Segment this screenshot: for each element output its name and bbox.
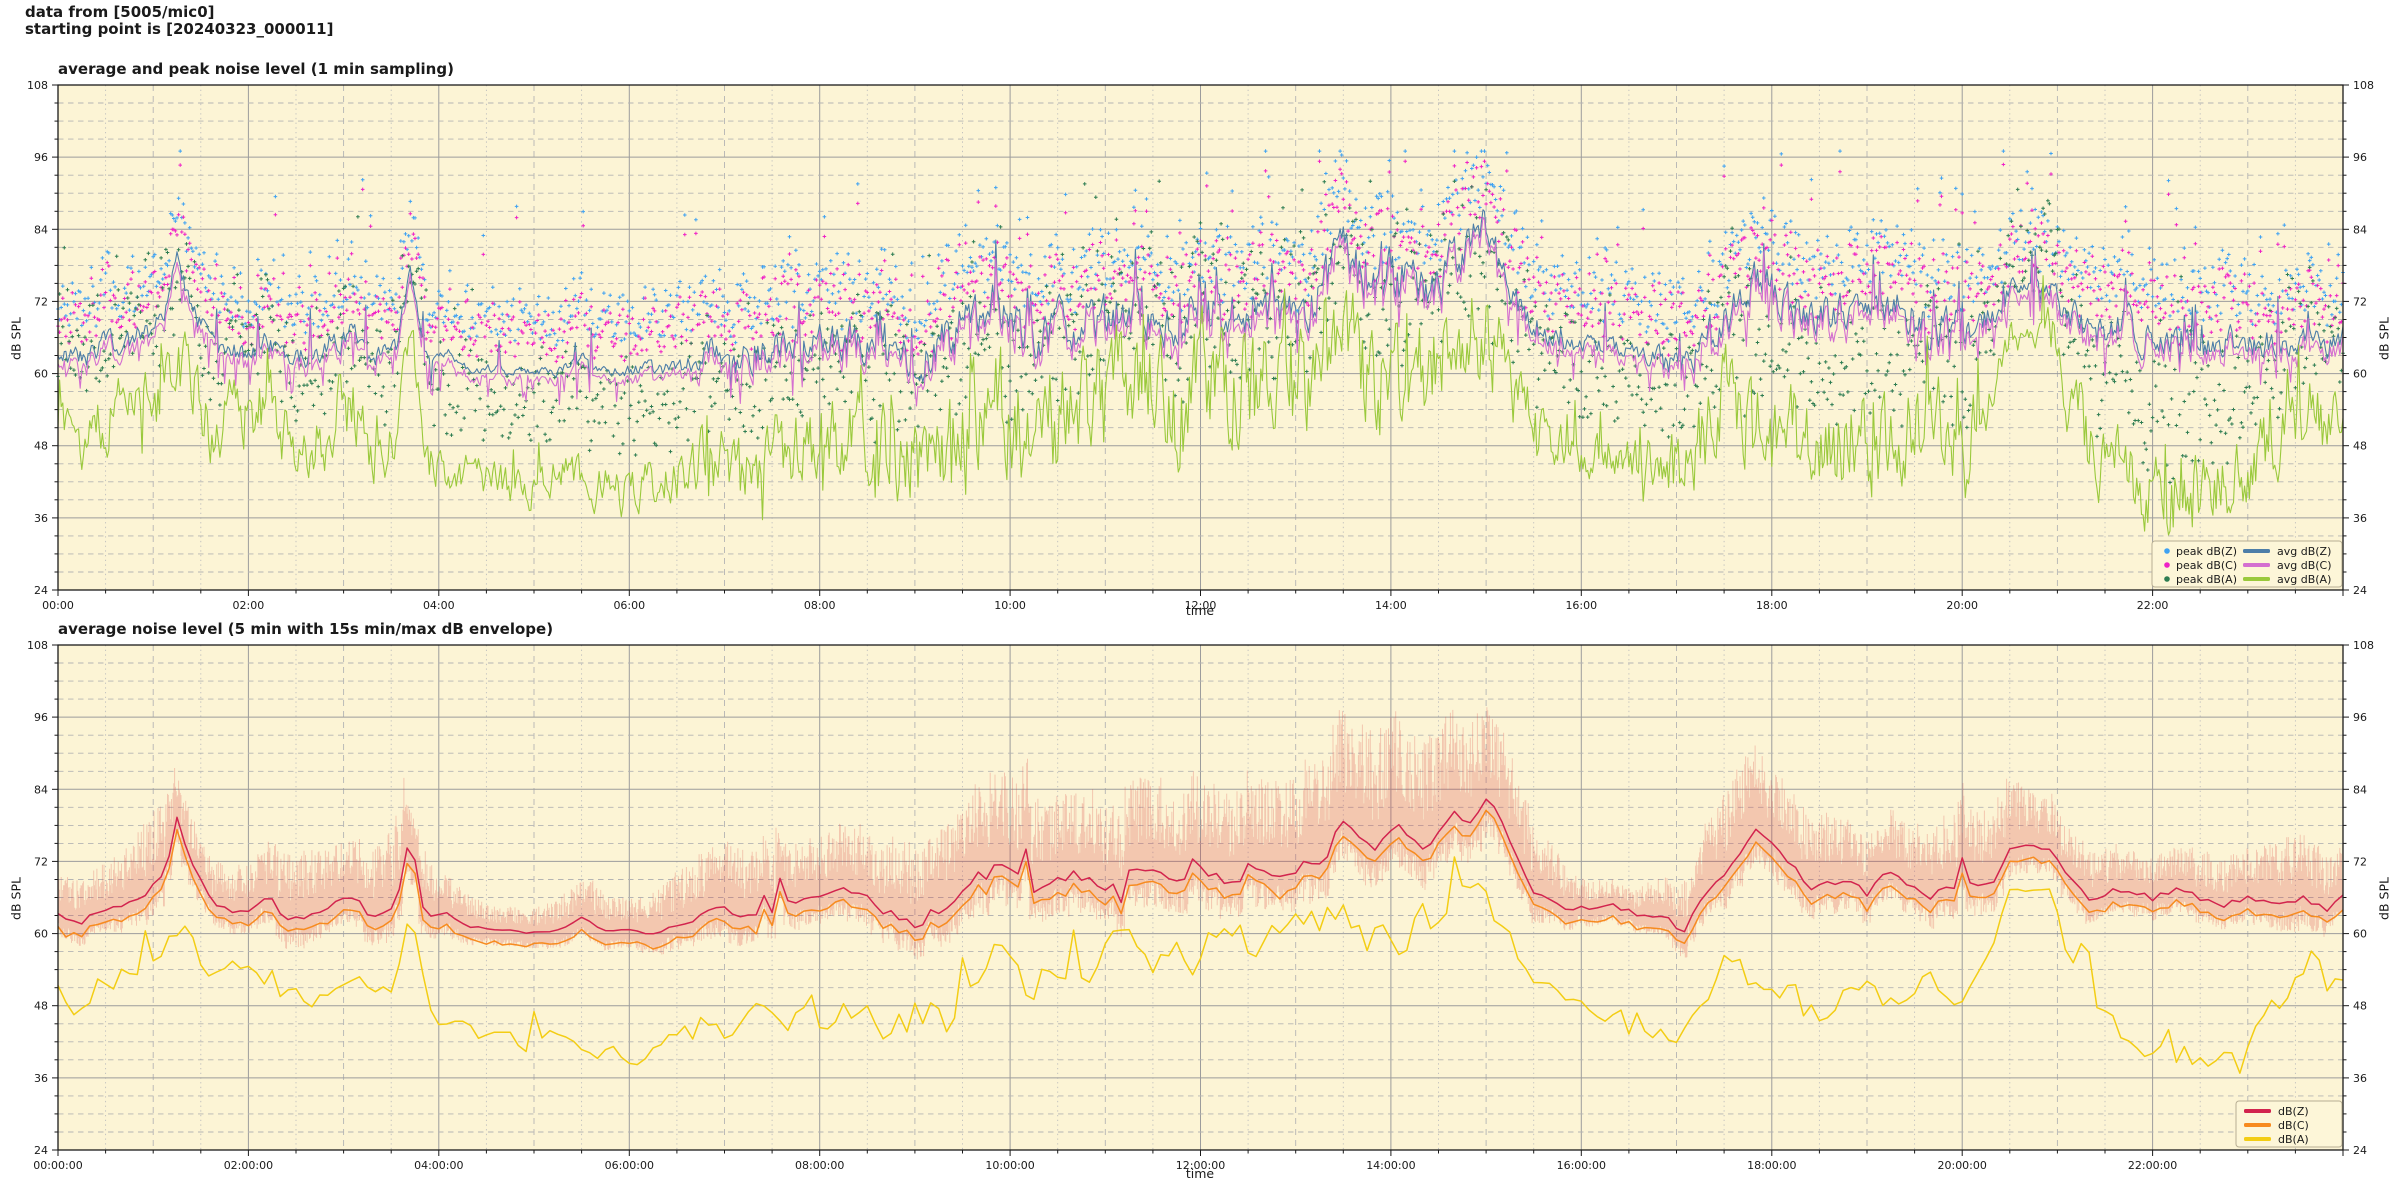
y-tick-label-right: 96 [2353,711,2367,724]
legend-swatch [2243,549,2270,553]
legend-item: peak dB(C) [2176,559,2237,572]
x-tick-label: 04:00 [423,599,455,612]
y-tick-label-right: 48 [2353,440,2367,453]
bottom-chart-yaxis-label-right: dB SPL [2376,877,2392,920]
legend-marker [2164,548,2170,554]
x-tick-label: 22:00:00 [2128,1159,2177,1172]
series-avg-db-c- [57,216,2344,407]
bottom-chart-yaxis-label-left: dB SPL [8,877,24,920]
y-tick-label-left: 96 [34,151,48,164]
legend-item: peak dB(A) [2176,573,2237,586]
x-tick-label: 12:00:00 [1176,1159,1225,1172]
legend-item: peak dB(Z) [2176,545,2237,558]
bottom-chart-title: average noise level (5 min with 15s min/… [58,620,554,638]
y-tick-label-left: 48 [34,1000,48,1013]
y-tick-label-left: 24 [34,584,48,597]
y-tick-label-right: 24 [2353,584,2367,597]
legend: peak dB(Z) avg dB(Z) peak dB(C) avg dB(C) pe… [2151,540,2343,588]
y-tick-label-right: 96 [2353,151,2367,164]
y-tick-label-left: 108 [27,79,48,92]
legend-item: dB(Z) [2278,1105,2309,1118]
bottom-chart: 00:00:00 02:00:00 04:00:00 06:00:00 08:00:00… [27,639,2374,1172]
series-db-a- [57,856,2344,1074]
y-tick-label-left: 36 [34,1072,48,1085]
x-tick-label: 06:00 [613,599,645,612]
x-tick-label: 16:00 [1565,599,1597,612]
y-tick-label-left: 60 [34,368,48,381]
series-db-z- [57,798,2344,935]
x-tick-label: 00:00 [42,599,74,612]
y-tick-label-right: 108 [2353,79,2374,92]
y-tick-label-left: 36 [34,512,48,525]
y-tick-label-right: 72 [2353,855,2367,868]
legend-swatch [2244,1137,2271,1141]
legend-swatch [2244,1123,2271,1127]
header-line-1: data from [5005/mic0] [25,3,215,21]
legend-item: avg dB(C) [2277,559,2332,572]
series-avg-db-z- [57,209,2344,389]
header-line-2: starting point is [20240323_000011] [25,20,334,38]
y-tick-label-right: 108 [2353,639,2374,652]
y-tick-label-left: 84 [34,783,48,796]
x-tick-label: 10:00:00 [985,1159,1034,1172]
y-tick-label-left: 60 [34,928,48,941]
y-tick-label-left: 72 [34,855,48,868]
legend-marker [2164,576,2170,582]
y-tick-label-right: 60 [2353,368,2367,381]
x-tick-label: 02:00:00 [224,1159,273,1172]
top-chart-xaxis-label: time [1185,603,1215,618]
x-tick-label: 08:00 [804,599,836,612]
y-tick-label-right: 36 [2353,1072,2367,1085]
x-tick-label: 08:00:00 [795,1159,844,1172]
legend-swatch [2243,577,2270,581]
y-tick-label-right: 24 [2353,1144,2367,1157]
x-tick-label: 20:00 [1946,599,1978,612]
x-tick-label: 06:00:00 [605,1159,654,1172]
x-tick-label: 04:00:00 [414,1159,463,1172]
x-tick-label: 14:00:00 [1366,1159,1415,1172]
x-tick-label: 20:00:00 [1937,1159,1986,1172]
y-tick-label-left: 48 [34,440,48,453]
y-tick-label-left: 108 [27,639,48,652]
y-tick-label-right: 72 [2353,295,2367,308]
x-tick-label: 22:00 [2137,599,2169,612]
series-db-c- [57,809,2344,950]
y-tick-label-right: 84 [2353,783,2367,796]
legend-swatch [2243,563,2270,567]
legend-item: avg dB(A) [2277,573,2331,586]
top-chart-yaxis-label-left: dB SPL [8,317,24,360]
y-tick-label-right: 48 [2353,1000,2367,1013]
y-tick-label-right: 60 [2353,928,2367,941]
series-avg-db-a- [57,275,2344,536]
bottom-chart-xaxis-label: time [1185,1166,1215,1181]
y-tick-label-right: 84 [2353,223,2367,236]
y-tick-label-left: 96 [34,711,48,724]
top-chart-yaxis-label-right: dB SPL [2376,317,2392,360]
y-tick-label-right: 36 [2353,512,2367,525]
x-tick-label: 18:00 [1756,599,1788,612]
y-tick-label-left: 84 [34,223,48,236]
x-tick-label: 10:00 [994,599,1026,612]
y-tick-label-left: 72 [34,295,48,308]
top-chart: 00:00 02:00 04:00 06:00 08:00 10:00 12:00 14:00… [27,79,2374,612]
legend-item: dB(C) [2278,1119,2309,1132]
x-tick-label: 02:00 [233,599,265,612]
y-tick-label-left: 24 [34,1144,48,1157]
top-chart-title: average and peak noise level (1 min samp… [58,60,454,78]
x-tick-label: 14:00 [1375,599,1407,612]
x-tick-label: 12:00 [1185,599,1217,612]
x-tick-label: 00:00:00 [33,1159,82,1172]
x-tick-label: 16:00:00 [1557,1159,1606,1172]
legend-marker [2164,562,2170,568]
x-tick-label: 18:00:00 [1747,1159,1796,1172]
legend-item: avg dB(Z) [2277,545,2331,558]
legend: dB(Z)dB(C)dB(A) [2235,1100,2343,1148]
legend-item: dB(A) [2278,1133,2309,1146]
legend-swatch [2244,1109,2271,1113]
